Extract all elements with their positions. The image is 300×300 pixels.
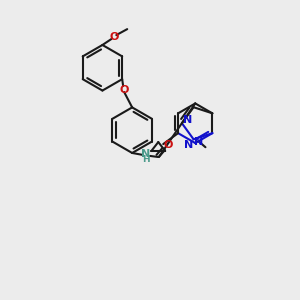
Text: O: O xyxy=(163,140,172,150)
Text: N: N xyxy=(141,149,151,159)
Text: N: N xyxy=(184,140,193,150)
Text: H: H xyxy=(142,155,150,164)
Text: N: N xyxy=(183,115,193,125)
Text: O: O xyxy=(119,85,129,95)
Text: N: N xyxy=(194,137,203,147)
Text: O: O xyxy=(110,32,119,42)
